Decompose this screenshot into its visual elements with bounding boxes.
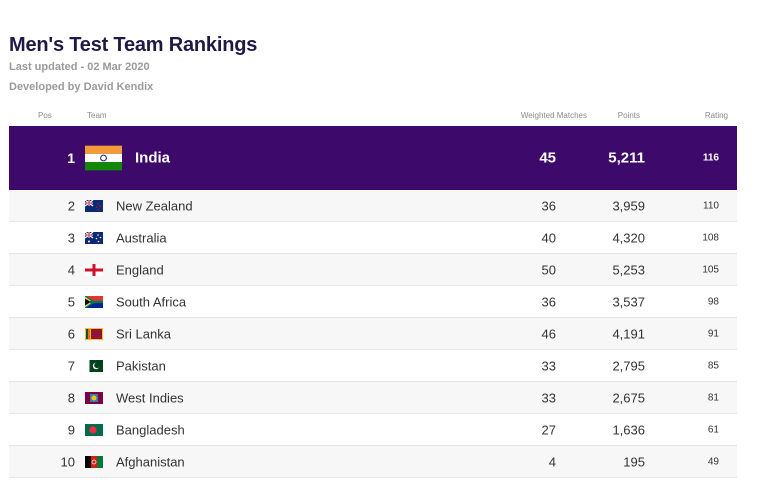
- row-pos: 1: [67, 150, 75, 166]
- row-rating: 61: [707, 424, 719, 435]
- row-matches: 33: [541, 358, 556, 373]
- header-weighted-matches: Weighted Matches: [520, 111, 587, 120]
- row-team[interactable]: Pakistan: [116, 358, 166, 373]
- row-rating: 85: [707, 360, 719, 371]
- row-team[interactable]: Afghanistan: [116, 454, 185, 469]
- row-pos: 8: [67, 390, 75, 405]
- developer-credit: Developed by David Kendix: [9, 81, 154, 93]
- row-pos: 7: [67, 358, 75, 373]
- header-pos: Pos: [38, 111, 52, 120]
- row-team[interactable]: India: [135, 149, 171, 167]
- sri-lanka-flag-icon: [85, 327, 103, 340]
- bangladesh-flag-icon: [85, 423, 103, 436]
- row-matches: 40: [541, 230, 556, 245]
- row-rating: 105: [702, 264, 719, 275]
- row-pos: 10: [60, 454, 75, 469]
- row-points: 2,675: [612, 390, 645, 405]
- australia-flag-icon: [85, 231, 103, 244]
- row-team[interactable]: West Indies: [116, 390, 184, 405]
- row-points: 1,636: [612, 422, 645, 437]
- row-rating: 116: [702, 152, 719, 164]
- table-row[interactable]: 6 Sri Lanka 46 4,191 91: [9, 318, 737, 350]
- row-points: 4,191: [612, 326, 645, 341]
- row-matches: 36: [541, 294, 556, 309]
- row-rating: 108: [702, 232, 719, 243]
- row-team[interactable]: England: [116, 262, 164, 277]
- afghanistan-flag-icon: [85, 455, 103, 468]
- row-team[interactable]: New Zealand: [116, 198, 193, 213]
- table-header: Pos Team Weighted Matches Points Rating: [9, 104, 737, 126]
- row-points: 5,211: [608, 149, 645, 167]
- row-pos: 4: [67, 262, 75, 277]
- row-matches: 33: [541, 390, 556, 405]
- pakistan-flag-icon: [85, 359, 103, 372]
- row-rating: 91: [707, 328, 719, 339]
- row-rating: 110: [703, 200, 719, 211]
- row-points: 2,795: [612, 358, 645, 373]
- row-team[interactable]: South Africa: [116, 294, 187, 309]
- row-rating: 81: [707, 392, 719, 403]
- row-pos: 3: [67, 230, 75, 245]
- row-points: 3,959: [612, 198, 645, 213]
- row-pos: 5: [67, 294, 75, 309]
- header-points: Points: [617, 111, 640, 120]
- table-row[interactable]: 3 Australia 40 4,320 108: [9, 222, 737, 254]
- row-pos: 2: [67, 198, 75, 213]
- row-team[interactable]: Australia: [116, 230, 167, 245]
- south-africa-flag-icon: [85, 295, 103, 308]
- new-zealand-flag-icon: [85, 199, 103, 212]
- row-points: 5,253: [612, 262, 645, 277]
- table-row[interactable]: 7 Pakistan 33 2,795 85: [9, 350, 737, 382]
- row-rating: 49: [707, 456, 719, 467]
- page-title: Men's Test Team Rankings: [9, 34, 258, 56]
- rankings-table: Pos Team Weighted Matches Points Rating …: [9, 104, 737, 478]
- row-points: 195: [623, 454, 645, 469]
- india-flag-icon: [85, 145, 122, 171]
- west-indies-flag-icon: [85, 391, 103, 404]
- row-pos: 9: [67, 422, 75, 437]
- header-team: Team: [87, 111, 107, 120]
- row-matches: 50: [541, 262, 556, 277]
- row-team[interactable]: Sri Lanka: [116, 326, 171, 341]
- table-row[interactable]: 8 West Indies 33 2,675 81: [9, 382, 737, 414]
- table-row[interactable]: 2 New Zealand 36 3,959 110: [9, 190, 737, 222]
- table-row[interactable]: 4 England 50 5,253 105: [9, 254, 737, 286]
- row-team[interactable]: Bangladesh: [116, 422, 185, 437]
- row-matches: 27: [541, 422, 556, 437]
- last-updated: Last updated - 02 Mar 2020: [9, 61, 150, 73]
- row-matches: 4: [548, 454, 556, 469]
- table-row[interactable]: 9 Bangladesh 27 1,636 61: [9, 414, 737, 446]
- row-points: 3,537: [612, 294, 645, 309]
- header-rating: Rating: [704, 111, 728, 120]
- table-row[interactable]: 10 Afghanistan 4 195 49: [9, 446, 737, 478]
- table-row[interactable]: 5 South Africa 36 3,537 98: [9, 286, 737, 318]
- row-matches: 46: [541, 326, 556, 341]
- row-matches: 45: [539, 149, 556, 167]
- row-points: 4,320: [612, 230, 645, 245]
- row-pos: 6: [67, 326, 75, 341]
- row-rating: 98: [707, 296, 719, 307]
- table-row[interactable]: 1 India 45 5,211 116: [9, 126, 737, 190]
- england-flag-icon: [85, 263, 103, 276]
- row-matches: 36: [541, 198, 556, 213]
